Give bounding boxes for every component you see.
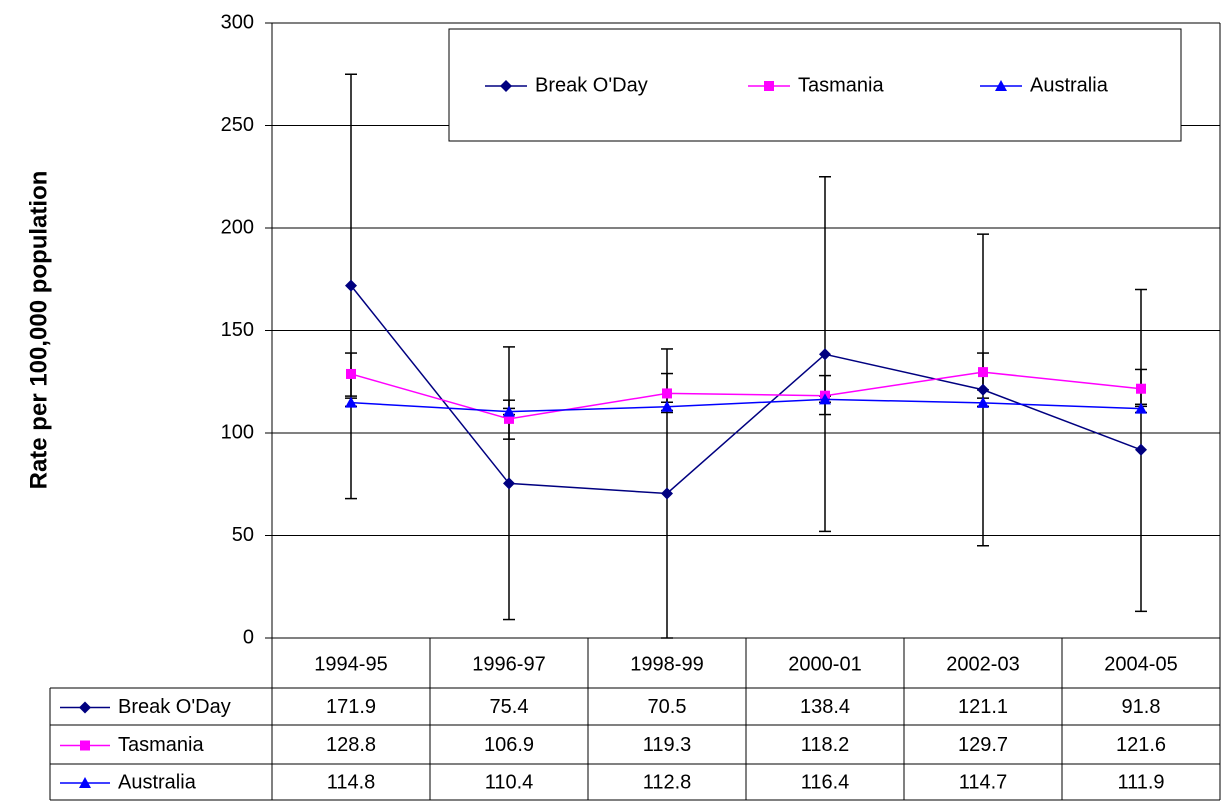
y-tick-label: 0 xyxy=(243,626,254,648)
table-key-marker xyxy=(79,777,91,788)
data-point xyxy=(1135,443,1147,456)
y-tick-label: 250 xyxy=(221,114,254,136)
table-value: 128.8 xyxy=(326,734,376,756)
series-line xyxy=(350,371,1142,420)
table-value: 121.1 xyxy=(958,696,1008,718)
table-value: 116.4 xyxy=(801,771,850,793)
y-tick-label: 200 xyxy=(221,216,254,238)
data-point xyxy=(819,348,831,361)
table-value: 70.5 xyxy=(648,696,687,718)
table-value: 118.2 xyxy=(801,734,850,756)
table-key-marker xyxy=(79,701,91,714)
y-tick-label: 50 xyxy=(232,524,254,546)
data-point xyxy=(977,396,989,408)
x-tick-label: 1998-99 xyxy=(630,653,703,675)
table-value: 112.8 xyxy=(643,771,692,793)
data-point xyxy=(977,383,989,396)
data-point xyxy=(345,279,357,292)
x-tick-label: 1994-95 xyxy=(314,653,387,675)
legend-box xyxy=(448,28,1182,142)
legend-marker xyxy=(764,81,774,91)
table-value: 75.4 xyxy=(490,696,529,718)
table-key-marker xyxy=(80,740,90,751)
data-point xyxy=(503,477,515,490)
table-value: 111.9 xyxy=(1117,771,1164,793)
table-row-label: Australia xyxy=(118,771,197,793)
legend-marker xyxy=(995,80,1007,91)
data-point xyxy=(503,405,515,417)
y-tick-label: 100 xyxy=(221,421,254,443)
series-line xyxy=(350,398,1142,413)
table-value: 114.8 xyxy=(327,771,376,793)
x-tick-label: 1996-97 xyxy=(472,653,545,675)
x-tick-label: 2002-03 xyxy=(946,653,1019,675)
y-tick-label: 150 xyxy=(221,319,254,341)
data-point xyxy=(346,368,356,379)
data-point xyxy=(662,388,672,399)
table-value: 129.7 xyxy=(958,734,1008,756)
table-value: 106.9 xyxy=(484,734,534,756)
table-value: 121.6 xyxy=(1116,734,1166,756)
table-row-label: Tasmania xyxy=(118,734,204,756)
data-point xyxy=(978,367,988,378)
series-line xyxy=(350,285,1142,495)
legend-label: Tasmania xyxy=(798,74,884,96)
table-value: 110.4 xyxy=(485,771,534,793)
data-point xyxy=(345,396,357,408)
data-point xyxy=(1135,402,1147,414)
legend-marker xyxy=(500,80,512,92)
x-tick-label: 2000-01 xyxy=(788,653,861,675)
data-point xyxy=(504,413,514,424)
data-point xyxy=(1136,383,1146,394)
y-tick-label: 300 xyxy=(221,11,254,33)
table-value: 119.3 xyxy=(643,734,692,756)
table-value: 114.7 xyxy=(959,771,1008,793)
legend-label: Australia xyxy=(1030,74,1109,96)
data-point xyxy=(661,400,673,412)
data-point xyxy=(819,393,831,405)
table-row-label: Break O'Day xyxy=(118,696,231,718)
table-value: 91.8 xyxy=(1122,696,1161,718)
data-point xyxy=(661,487,673,500)
table-value: 171.9 xyxy=(326,696,376,718)
x-tick-label: 2004-05 xyxy=(1104,653,1177,675)
y-axis-title: Rate per 100,000 population xyxy=(25,171,52,490)
table-value: 138.4 xyxy=(800,696,850,718)
legend-label: Break O'Day xyxy=(535,74,648,96)
